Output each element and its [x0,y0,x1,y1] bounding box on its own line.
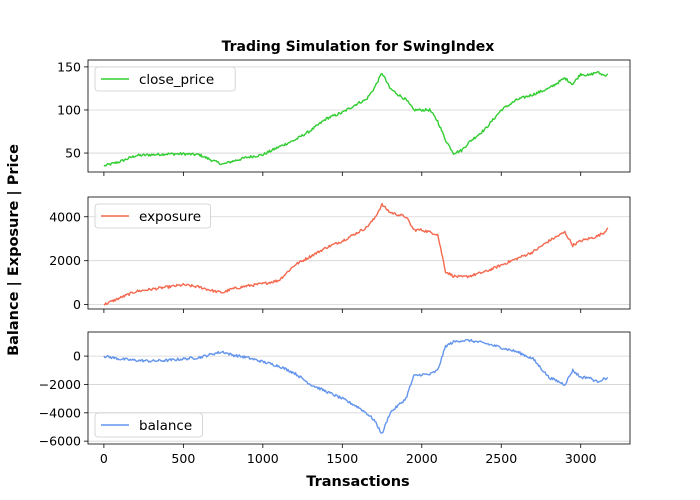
y-tick-label: 2000 [49,253,81,268]
y-tick-label: 0 [73,297,81,312]
x-axis-label: Transactions [306,474,409,490]
legend-exposure: exposure [94,203,211,229]
y-axis-label: Balance | Exposure | Price [6,144,22,356]
panels: 50 100 150 close_price 0 2000 4000 exposure −600… [39,59,631,466]
legend-balance: balance [94,412,203,438]
axes-frame [87,196,631,310]
y-tick-label: 0 [73,349,81,364]
x-tick-label: 1000 [247,451,279,466]
legend-close_price: close_price [94,66,236,92]
y-tick-label: 4000 [49,209,81,224]
panel-balance: −6000 −4000 −2000 0 balance [39,331,631,449]
series-line-balance [103,338,609,434]
series-line-exposure [103,202,609,306]
x-tick-label: 500 [171,451,195,466]
y-tick-label: −2000 [39,377,81,392]
y-tick-label: 50 [65,146,81,161]
x-tick-label: 2000 [406,451,438,466]
panel-exposure: 0 2000 4000 exposure [49,196,631,313]
series-line-close_price [103,71,609,167]
legend-label: close_price [139,72,214,88]
legend-box [94,203,211,229]
x-tick-label: 3000 [565,451,597,466]
axes-frame [87,331,631,445]
panel-close_price: 50 100 150 close_price [57,59,631,176]
x-tick-label: 2500 [485,451,517,466]
y-tick-label: 100 [57,102,81,117]
chart-title: Trading Simulation for SwingIndex [222,39,495,55]
y-tick-label: −6000 [39,434,81,449]
axes-frame [87,59,631,173]
x-tick-label: 0 [100,451,108,466]
y-tick-label: −4000 [39,405,81,420]
legend-box [94,412,203,438]
y-tick-label: 150 [57,59,81,74]
x-tick-label: 1500 [326,451,358,466]
legend-label: balance [139,418,192,434]
legend-box [94,66,236,92]
legend-label: exposure [139,209,201,225]
